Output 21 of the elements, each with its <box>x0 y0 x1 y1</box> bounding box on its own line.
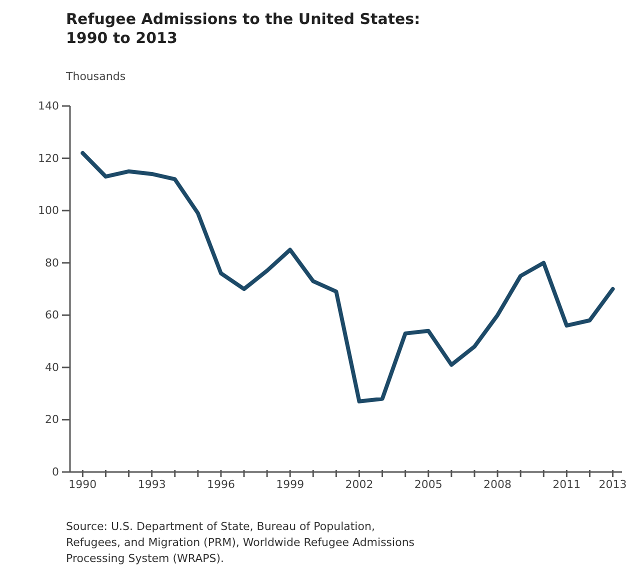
chart-title: Refugee Admissions to the United States: 1990 to 2013 <box>66 10 420 47</box>
x-tick-label: 2013 <box>598 478 627 491</box>
x-tick-label: 1993 <box>138 478 166 491</box>
y-tick-label: 20 <box>45 413 59 426</box>
y-tick-label: 120 <box>38 152 59 165</box>
x-tick-label: 1999 <box>276 478 304 491</box>
y-tick-label: 140 <box>38 100 59 113</box>
source-note: Source: U.S. Department of State, Bureau of Population, Refugees, and Migration (PRM), Worldwide Refugee Admissions Processing System (WRAPS). <box>66 520 415 565</box>
x-tick-label: 2005 <box>414 478 442 491</box>
x-tick-label: 2008 <box>484 478 512 491</box>
y-axis-title: Thousands <box>65 70 126 83</box>
x-tick-label: 2011 <box>552 478 581 491</box>
x-tick-label: 1996 <box>206 478 235 491</box>
line-series <box>80 151 615 404</box>
x-tick-label: 2002 <box>345 478 374 491</box>
y-tick-label: 0 <box>52 466 59 479</box>
y-tick-label: 40 <box>45 360 59 374</box>
y-tick-label: 100 <box>38 204 59 218</box>
y-tick-label: 80 <box>45 256 59 270</box>
y-tick-label: 60 <box>45 308 59 322</box>
x-tick-label: 1990 <box>68 478 97 491</box>
